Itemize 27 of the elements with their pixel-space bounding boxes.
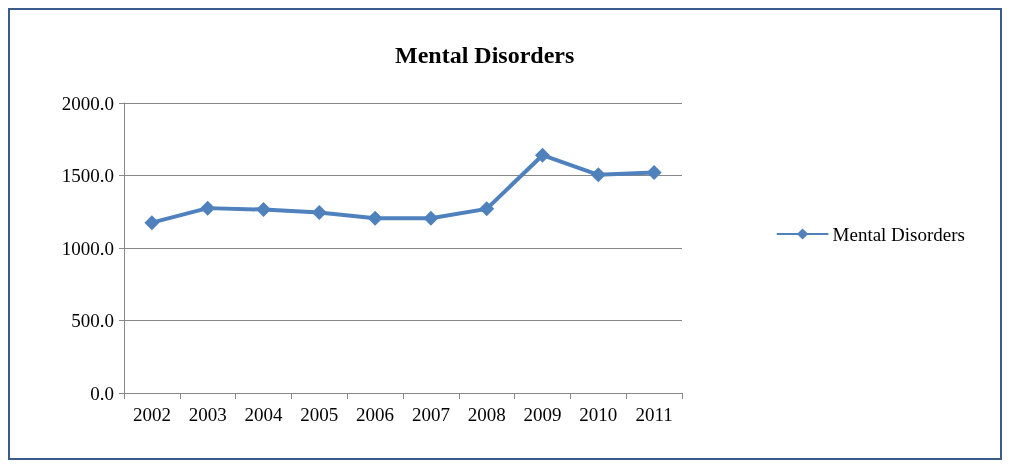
point <box>367 210 383 226</box>
x-tick-label: 2004 <box>244 404 283 425</box>
y-tick-label: 1500.0 <box>61 165 114 186</box>
y-tick-label: 0.0 <box>90 382 114 404</box>
y-tick-label: 500.0 <box>71 310 114 331</box>
x-tick-label: 2003 <box>188 404 227 425</box>
x-tick-label: 2009 <box>523 404 562 425</box>
x-tick-label: 2002 <box>132 404 171 425</box>
point <box>144 215 160 231</box>
point <box>479 201 495 217</box>
point <box>311 204 327 220</box>
chart-title: Mental Disorders <box>395 42 575 68</box>
point <box>423 210 439 226</box>
x-tick-label: 2006 <box>356 404 395 425</box>
y-tick-label: 2000.0 <box>61 92 114 114</box>
x-tick-label: 2008 <box>467 404 506 425</box>
x-tick-label: 2007 <box>411 404 450 425</box>
point <box>590 167 606 183</box>
point <box>200 200 216 216</box>
x-tick-label: 2010 <box>579 404 618 425</box>
point <box>535 147 550 163</box>
x-tick-label: 2011 <box>635 404 673 425</box>
y-tick-label: 1000.0 <box>61 237 114 259</box>
x-tick-label: 2005 <box>300 404 339 425</box>
legend-label: Mental Disorders <box>832 223 966 245</box>
point <box>256 202 271 218</box>
point <box>646 165 662 181</box>
